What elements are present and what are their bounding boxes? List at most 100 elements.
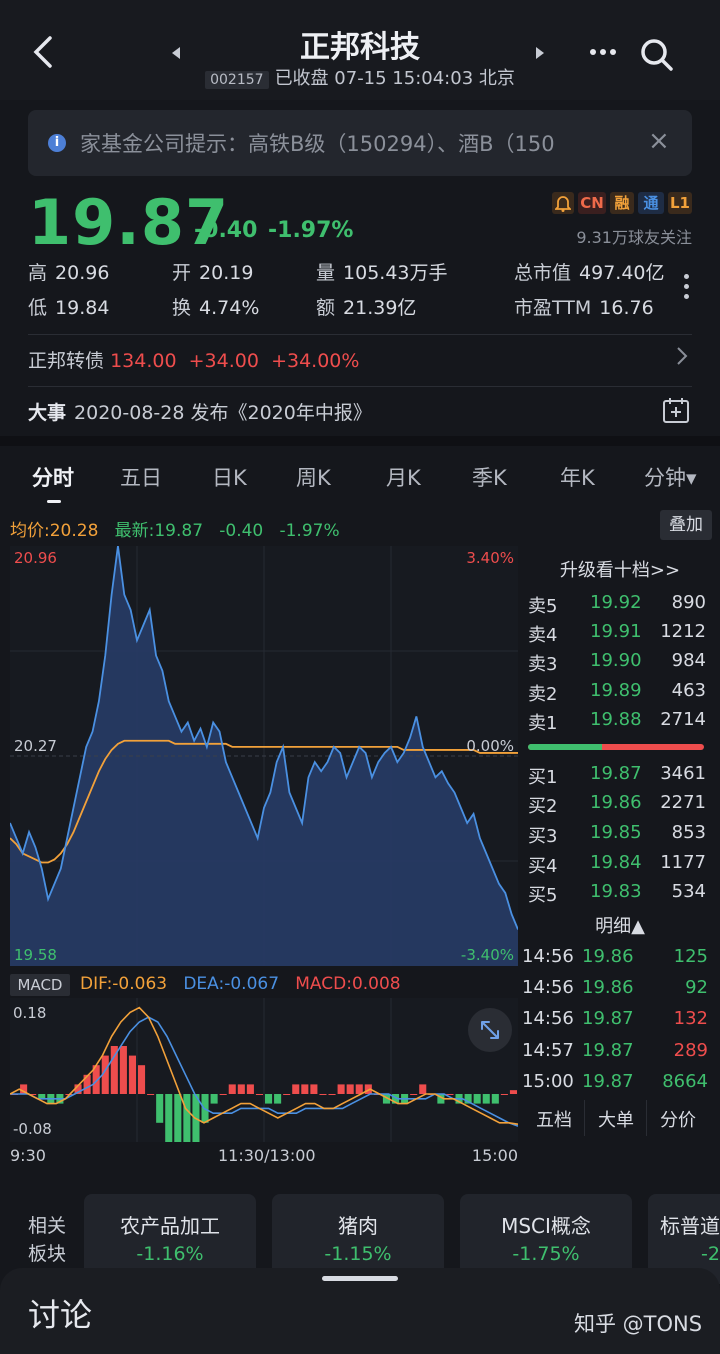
macd-bar — [301, 1084, 309, 1094]
axis-mid-percent: 0.00% — [466, 737, 514, 755]
macd-bar — [473, 1094, 481, 1104]
dif-line — [10, 1006, 518, 1126]
price-line — [10, 546, 518, 930]
chevron-left-icon[interactable] — [30, 34, 62, 74]
tab-intraday[interactable]: 分时 — [32, 466, 74, 490]
macd-bar — [482, 1094, 490, 1104]
divider — [584, 1100, 585, 1136]
macd-bar — [119, 1046, 127, 1094]
sell-level-2: 卖2 19.89 463 — [528, 680, 706, 705]
avg-price-legend: 均价:20.28 — [10, 521, 99, 541]
sell-level-3: 卖3 19.90 984 — [528, 650, 706, 675]
search-icon[interactable] — [640, 38, 674, 72]
tab-large-orders[interactable]: 大单 — [598, 1110, 634, 1131]
sell-level-4: 卖4 19.91 1212 — [528, 621, 706, 646]
macd-bar — [38, 1094, 46, 1099]
stock-name: 正邦科技 — [300, 30, 420, 65]
chevron-right-icon[interactable] — [676, 346, 688, 371]
buy-sell-ratio-bar — [528, 744, 704, 750]
macd-legend: DIF:-0.063 DEA:-0.067 MACD:0.008 — [80, 974, 401, 994]
dea-line — [10, 1016, 518, 1127]
axis-bottom-price: 19.58 — [14, 946, 57, 964]
macd-bar — [20, 1084, 28, 1094]
sell-level-5: 卖5 19.92 890 — [528, 592, 706, 617]
stat-market-cap: 总市值 497.40亿 — [514, 262, 665, 284]
macd-bar — [310, 1084, 318, 1094]
active-tab-indicator — [47, 500, 61, 503]
macd-bar — [219, 1094, 227, 1095]
overlay-button[interactable]: 叠加 — [660, 510, 712, 540]
macd-bar — [355, 1084, 363, 1094]
convertible-bond-row[interactable]: 正邦转债 134.00 +34.00 +34.00% — [28, 350, 360, 372]
triangle-left-icon[interactable] — [170, 44, 182, 65]
macd-bar — [437, 1094, 445, 1104]
time-mid: 11:30/13:00 — [218, 1146, 316, 1165]
vertical-more-icon[interactable] — [684, 274, 690, 304]
upgrade-ten-level-link[interactable]: 升级看十档>> — [559, 560, 681, 581]
price-area-fill — [10, 546, 518, 966]
tab-yearly-k[interactable]: 年K — [560, 466, 595, 490]
axis-top-percent: 3.40% — [466, 549, 514, 567]
macd-bar — [237, 1084, 245, 1094]
tab-price-distribution[interactable]: 分价 — [660, 1110, 696, 1131]
discussion-title: 讨论 — [28, 1296, 93, 1334]
notice-text: 家基金公司提示：高铁B级（150294）、酒B（150 — [80, 132, 555, 156]
stat-volume: 量 105.43万手 — [316, 262, 448, 284]
macd-bar — [292, 1084, 300, 1094]
expand-icon[interactable] — [468, 1008, 512, 1052]
info-icon: i — [48, 134, 66, 152]
buy-level-5: 买5 19.83 534 — [528, 881, 706, 906]
sell-level-1: 卖1 19.88 2714 — [528, 709, 706, 734]
macd-bar — [265, 1094, 273, 1104]
trade-detail-toggle[interactable]: 明细▲ — [595, 916, 645, 937]
macd-bar — [464, 1094, 472, 1104]
buy-ratio-fill — [528, 744, 602, 750]
tab-minute[interactable]: 分钟▾ — [644, 466, 697, 490]
market-status-line: 002157 已收盘 07-15 15:04:03 北京 — [0, 64, 720, 90]
tab-weekly-k[interactable]: 周K — [296, 466, 331, 490]
stat-turnover: 换 4.74% — [172, 297, 260, 319]
macd-bar — [101, 1055, 109, 1094]
tab-quarterly-k[interactable]: 季K — [472, 466, 507, 490]
drag-handle[interactable] — [322, 1276, 398, 1281]
divider — [28, 386, 692, 387]
calendar-add-icon[interactable] — [662, 396, 690, 424]
buy-level-2: 买2 19.86 2271 — [528, 792, 706, 817]
macd-bar — [228, 1084, 236, 1094]
latest-price-legend: 最新:19.87 — [114, 521, 204, 541]
stat-high: 高 20.96 — [28, 262, 110, 284]
watermark: 知乎 @TONS — [574, 1312, 703, 1336]
price-change: -0.40 — [194, 218, 258, 243]
axis-bottom-percent: -3.40% — [461, 946, 514, 964]
chart-legend: 均价:20.28 最新:19.87 -0.40 -1.97% — [10, 521, 340, 541]
major-event-row[interactable]: 大事 2020-08-28 发布《2020年中报》 — [28, 402, 372, 424]
macd-bar — [274, 1094, 282, 1104]
macd-axis-top: 0.18 — [13, 1004, 46, 1022]
discussion-sheet[interactable] — [0, 1268, 720, 1354]
macd-chart[interactable]: 0.18 -0.08 — [10, 998, 518, 1142]
indicator-selector[interactable]: MACD — [10, 974, 70, 996]
tab-five-levels[interactable]: 五档 — [536, 1110, 572, 1131]
macd-bar — [500, 1094, 508, 1095]
section-separator — [0, 436, 720, 446]
intraday-price-chart[interactable]: 20.96 20.27 19.58 3.40% 0.00% -3.40% — [10, 546, 518, 966]
time-end: 15:00 — [471, 1146, 518, 1165]
margin-badge: 融 — [610, 192, 634, 214]
price-change-percent: -1.97% — [268, 218, 354, 243]
macd-bar — [337, 1084, 345, 1094]
macd-bar — [392, 1094, 400, 1104]
more-icon[interactable] — [588, 34, 618, 72]
macd-axis-bottom: -0.08 — [13, 1120, 52, 1138]
tab-monthly-k[interactable]: 月K — [386, 466, 421, 490]
triangle-right-icon[interactable] — [534, 44, 546, 65]
top-bar: 正邦科技 002157 已收盘 07-15 15:04:03 北京 — [0, 0, 720, 100]
tab-daily-k[interactable]: 日K — [212, 466, 247, 490]
macd-bar — [319, 1094, 327, 1095]
macd-bar — [410, 1094, 418, 1095]
close-icon[interactable]: × — [648, 126, 670, 156]
notice-banner[interactable]: i 家基金公司提示：高铁B级（150294）、酒B（150 × — [28, 110, 692, 176]
macd-bar — [174, 1094, 182, 1142]
bell-icon[interactable] — [552, 192, 574, 214]
macd-bar — [283, 1094, 291, 1095]
tab-five-day[interactable]: 五日 — [120, 466, 162, 490]
